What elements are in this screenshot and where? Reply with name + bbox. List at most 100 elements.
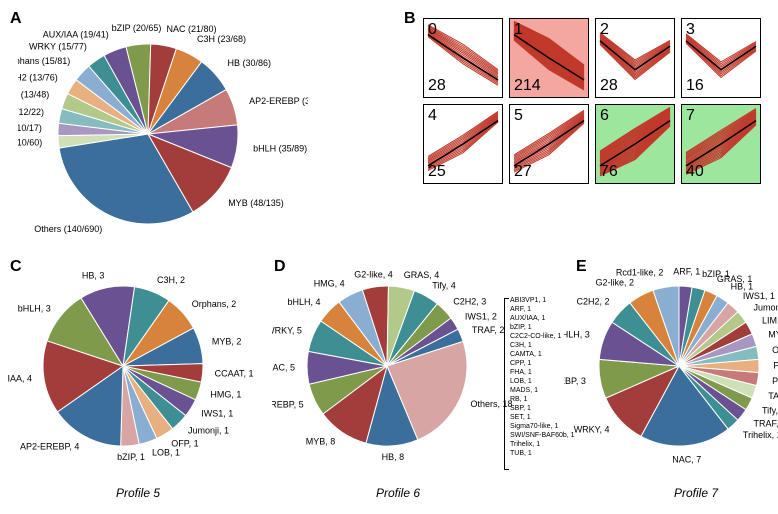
profile-box: 6 76 — [595, 104, 675, 184]
pie-slice-label: AP2-EREBP (30/106) — [249, 96, 308, 106]
pie-slice-label: GRAS (10/60) — [18, 138, 42, 148]
pie-slice-label: Orphans (15/81) — [18, 56, 70, 66]
pie-slice-label: bHLH, 3 — [564, 330, 590, 340]
pie-slice-label: MYB, 1 — [768, 330, 778, 340]
pie-slice-label: WRKY (15/77) — [29, 42, 87, 52]
pie-slice-label: NAC (21/80) — [167, 24, 217, 34]
pie-slice-label: Tify (12/22) — [18, 107, 44, 117]
pie-slice-label: TRAF, 2 — [472, 325, 505, 335]
pie-slice-label: G2-like (13/48) — [18, 89, 49, 99]
pie-slice-label: AP2-EREBP, 3 — [564, 376, 586, 386]
profile-count: 25 — [428, 163, 446, 181]
profile-centroid — [428, 35, 498, 80]
pie-chart-d: Tify, 4C2H2, 3IWS1, 2TRAF, 2Others, 18HB… — [272, 266, 542, 476]
panel-label-b: B — [404, 10, 416, 28]
pie-slice-label: MYB (48/135) — [228, 198, 284, 208]
profile-box: 5 27 — [509, 104, 589, 184]
profile-count: 16 — [686, 77, 704, 95]
pie-slice-label: bHLH, 3 — [18, 303, 51, 313]
profile-id: 5 — [514, 107, 523, 125]
caption-profile-5: Profile 5 — [78, 486, 198, 500]
pie-slice-label: G2-like, 2 — [596, 277, 635, 287]
pie-slice-label: C2H2 (13/76) — [18, 72, 58, 82]
pie-slice-label: AP2-EREBP, 4 — [20, 441, 79, 451]
profile-line — [428, 30, 498, 77]
pie-slice-label: Rcd1-like, 2 — [616, 267, 664, 277]
pie-chart-c: Orphans, 2MYB, 2CCAAT, 1HMG, 1IWS1, 1Jum… — [8, 266, 278, 476]
pie-slice-label: GRAS, 4 — [404, 270, 440, 280]
pie-slice-label: bZIP (20/65) — [112, 23, 162, 33]
pie-slice-label: ARF, 1 — [673, 266, 700, 276]
profile-count: 27 — [514, 163, 532, 181]
profile-centroid — [428, 121, 498, 166]
pie-slice-label: WRKY, 5 — [272, 325, 302, 335]
pie-slice-label: Jumonji, 1 — [188, 425, 229, 435]
pie-slice-label: Orphans, 1 — [772, 345, 778, 355]
profile-id: 1 — [514, 21, 523, 39]
pie-slice-label: bHLH, 4 — [287, 297, 320, 307]
pie-slice-label: HB (30/86) — [228, 58, 272, 68]
profile-line — [428, 31, 498, 78]
profile-id: 7 — [686, 107, 695, 125]
pie-slice-label: Others (140/690) — [34, 224, 102, 234]
pie-slice-label: C3H (23/68) — [197, 34, 246, 44]
profile-box: 1 214 — [509, 18, 589, 98]
pie-slice-label: bHLH (35/89) — [253, 143, 307, 153]
pie-slice-label: LOB, 1 — [152, 448, 180, 458]
pie-chart-a: Others (140/690) GRAS (10/60) ARF (10/17) T… — [18, 14, 308, 244]
profile-box: 0 28 — [423, 18, 503, 98]
profile-id: 4 — [428, 107, 437, 125]
pie-slice-label: Orphans, 2 — [192, 299, 237, 309]
profile-count: 76 — [600, 163, 618, 181]
profile-box: 7 40 — [681, 104, 761, 184]
profile-id: 3 — [686, 21, 695, 39]
pie-slice-label: C2H2, 2 — [577, 296, 610, 306]
profile-count: 28 — [428, 77, 446, 95]
pie-slice-label: ARF (10/17) — [18, 123, 42, 133]
pie-slice-label: IWS1, 1 — [201, 409, 233, 419]
pie-slice-label: G2-like, 4 — [354, 269, 393, 279]
profile-box: 4 25 — [423, 104, 503, 184]
profile-centroid — [514, 121, 584, 166]
profile-count: 214 — [514, 77, 541, 95]
profile-id: 0 — [428, 21, 437, 39]
pie-slice-label: WRKY, 4 — [574, 424, 610, 434]
pie-slice-label: Tify, 4 — [432, 280, 456, 290]
pie-slice-label: Tify, 1 — [762, 405, 778, 415]
profile-id: 6 — [600, 107, 609, 125]
pie-slice-label: HB, 8 — [382, 452, 405, 462]
pie-slice-label: C3H, 2 — [157, 275, 185, 285]
figure-root: A Others (140/690)GRAS (10/60)ARF (10/17… — [8, 8, 770, 506]
pie-slice-label: NAC, 7 — [672, 454, 701, 464]
caption-profile-6: Profile 6 — [338, 486, 458, 500]
pie-slice-label: IWS1, 2 — [465, 311, 497, 321]
pie-slice-label: TRAF, 1 — [753, 418, 778, 428]
pie-slice-label: HMG, 1 — [210, 389, 241, 399]
pie-slice-label: MYB, 8 — [306, 436, 336, 446]
pie-slice-label: TAZ, 1 — [768, 391, 778, 401]
pie-slice-label: AP2-EREBP, 5 — [272, 399, 304, 409]
pie-slice-label: AUX/IAA, 4 — [8, 374, 32, 384]
profile-box: 2 28 — [595, 18, 675, 98]
pie-slice-label: PLATZ, 1 — [773, 360, 778, 370]
pie-slice-label: Trihelix, 1 — [743, 430, 778, 440]
pie-slice-label: C2H2, 3 — [453, 297, 486, 307]
pie-chart-e: ARF, 1bZIP, 1GRAS, 1HB, 1IWS1, 1Jumonji,… — [564, 266, 778, 476]
pie-slice-label: LIM, 1 — [762, 315, 778, 325]
caption-profile-7: Profile 7 — [636, 486, 756, 500]
pie-slice-label: HB, 1 — [731, 281, 754, 291]
pie-slice-label: NAC, 5 — [272, 362, 295, 372]
profile-count: 40 — [686, 163, 704, 181]
pie-slice-label: HB, 3 — [82, 270, 105, 280]
pie-slice-label: bZIP, 1 — [117, 452, 145, 462]
pie-slice-label: IWS1, 1 — [743, 291, 775, 301]
pie-slice-label: Jumonji, 1 — [753, 302, 778, 312]
profile-id: 2 — [600, 21, 609, 39]
profile-grid: 0 28 1 214 2 28 3 16 4 25 5 27 6 76 7 40 — [423, 18, 761, 184]
profile-count: 28 — [600, 77, 618, 95]
profile-line — [428, 29, 498, 75]
profile-centroid — [686, 121, 756, 166]
profile-box: 3 16 — [681, 18, 761, 98]
pie-slice-label: HMG, 4 — [314, 279, 345, 289]
others-brace — [504, 298, 509, 470]
